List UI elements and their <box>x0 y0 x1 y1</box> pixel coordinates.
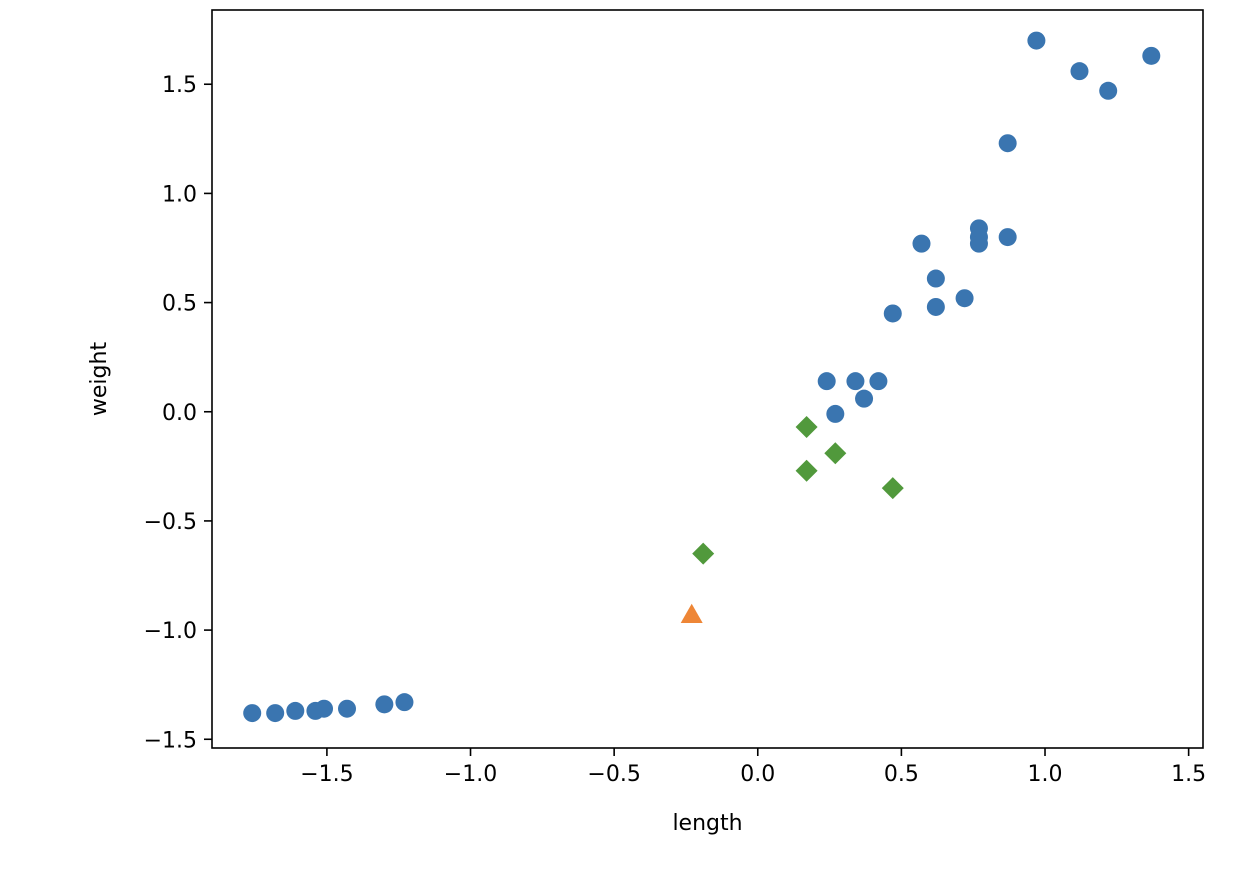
data-point-circle <box>375 695 394 714</box>
data-point-circle <box>1142 46 1161 65</box>
y-tick-label: 0.0 <box>162 401 197 426</box>
data-point-circle <box>969 219 988 238</box>
data-point-circle <box>395 693 414 712</box>
data-points <box>243 31 1161 723</box>
data-point-circle <box>926 297 945 316</box>
data-point-diamond <box>795 459 818 482</box>
data-point-circle <box>998 228 1017 247</box>
x-tick-label: −1.5 <box>300 762 353 787</box>
x-tick-label: 1.0 <box>1028 762 1063 787</box>
y-tick-label: −1.5 <box>144 728 197 753</box>
data-point-circle <box>266 704 285 723</box>
plot-area-frame <box>211 9 1204 749</box>
y-tick-label: 1.0 <box>162 182 197 207</box>
data-point-diamond <box>824 442 847 465</box>
y-tick-label: 1.5 <box>162 73 197 98</box>
y-tick-label: −1.0 <box>144 619 197 644</box>
data-point-circle <box>315 699 334 718</box>
y-axis-ticks: −1.5 −1.0 −0.5 0.0 0.5 1.0 1.5 <box>144 73 212 753</box>
data-point-diamond <box>881 477 904 500</box>
x-axis-label: length <box>672 811 742 836</box>
data-point-diamond <box>692 542 715 565</box>
data-point-circle <box>883 304 902 323</box>
data-point-circle <box>998 134 1017 153</box>
data-point-circle <box>243 704 262 723</box>
data-point-circle <box>1070 62 1089 81</box>
x-tick-label: 0.5 <box>884 762 919 787</box>
x-tick-label: −0.5 <box>587 762 640 787</box>
data-point-circle <box>1027 31 1046 50</box>
x-tick-label: 0.0 <box>740 762 775 787</box>
data-point-circle <box>869 372 888 391</box>
data-point-circle <box>817 372 836 391</box>
data-point-circle <box>1099 81 1118 100</box>
x-tick-label: 1.5 <box>1171 762 1206 787</box>
y-tick-label: 0.5 <box>162 292 197 317</box>
data-point-circle <box>286 701 305 720</box>
data-point-circle <box>826 404 845 423</box>
y-tick-label: −0.5 <box>144 510 197 535</box>
data-point-circle <box>846 372 865 391</box>
x-tick-label: −1.0 <box>444 762 497 787</box>
data-point-circle <box>338 699 357 718</box>
data-point-circle <box>955 289 974 308</box>
y-axis-label: weight <box>87 342 112 417</box>
data-point-circle <box>926 269 945 288</box>
data-point-circle <box>855 389 874 408</box>
data-point-circle <box>912 234 931 253</box>
data-point-triangle <box>680 603 703 624</box>
x-axis-ticks: −1.5 −1.0 −0.5 0.0 0.5 1.0 1.5 <box>300 748 1206 787</box>
data-point-diamond <box>795 416 818 439</box>
